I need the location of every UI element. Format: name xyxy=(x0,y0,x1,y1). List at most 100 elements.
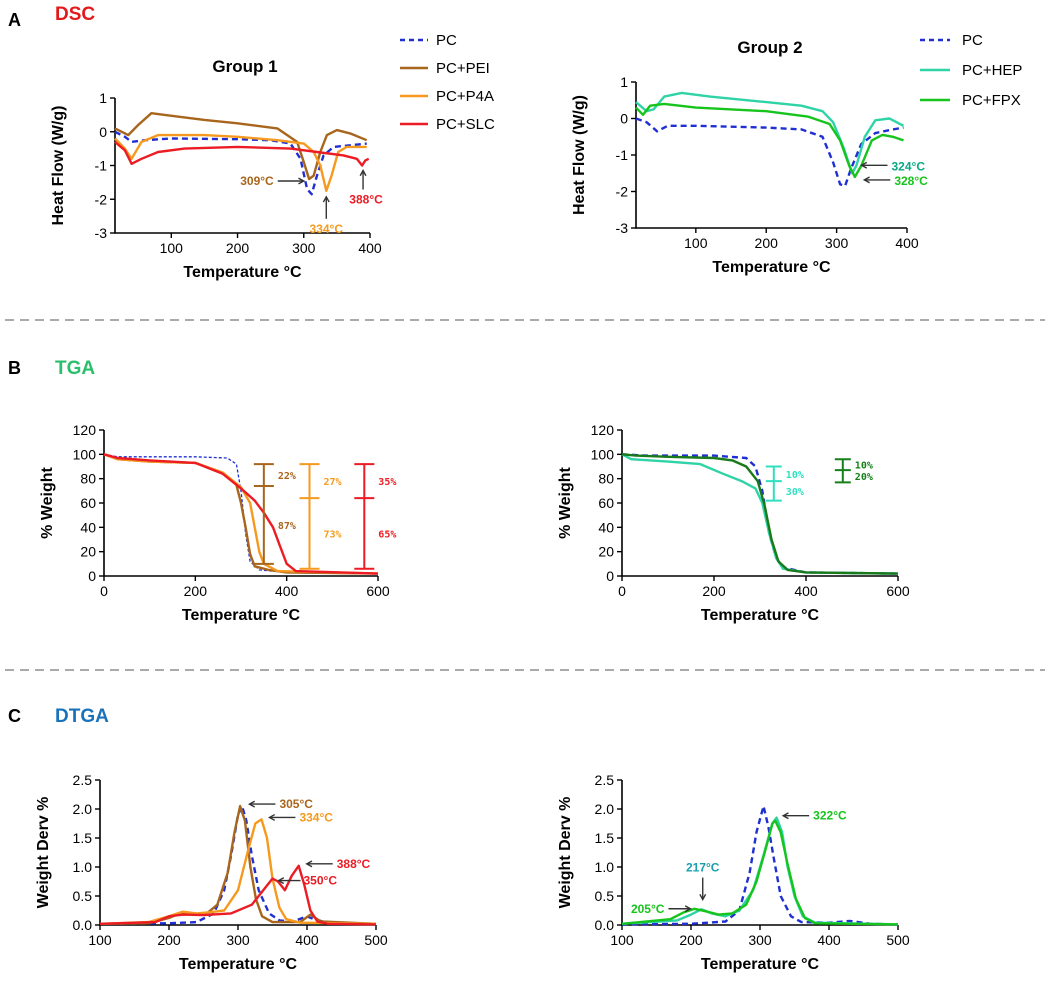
tga2-ytick-label: 80 xyxy=(598,471,614,487)
dsc1-annotation-arrowhead xyxy=(359,169,367,177)
dsc1-ytick-label: 0 xyxy=(99,124,107,140)
dtga1-ytick-label: 2.5 xyxy=(73,772,93,788)
chart-dsc2: 100 200 300 400 1 0 -1 -2 -3 Temperature °C Heat F… xyxy=(571,74,928,276)
dtga2-series-pc-fpx xyxy=(621,819,899,926)
dtga2-annotation-label: 217°C xyxy=(686,861,720,875)
dtga2-annotation-arrowhead xyxy=(684,905,692,913)
tga2-ytick-label: 0 xyxy=(606,568,614,584)
dtga1-xlabel: Temperature °C xyxy=(179,956,298,973)
tga1-errorbar-lower-label: 65% xyxy=(378,529,396,540)
dtga2-ytick-label: 2.5 xyxy=(595,772,615,788)
dtga2-xtick-label: 500 xyxy=(886,932,910,948)
tga2-ytick-label: 120 xyxy=(591,422,615,438)
tga2-ytick-label: 60 xyxy=(598,495,614,511)
tga2-errorbar-upper-label: 10% xyxy=(786,470,804,481)
dtga2-xlabel: Temperature °C xyxy=(701,956,820,973)
tga1-xtick-label: 600 xyxy=(366,583,390,599)
tga1-ytick-label: 40 xyxy=(80,519,96,535)
dsc2-series-pc xyxy=(635,117,904,188)
dsc1-series-pc-p4a xyxy=(114,133,367,193)
panel-title-group2: Group 2 xyxy=(737,38,802,57)
dtga1-ytick-label: 1.5 xyxy=(73,830,93,846)
chart-dtga2: 100 200 300 400 500 2.5 2.0 1.5 1.0 0.5 0.0 Tempera… xyxy=(557,772,910,973)
legend-label-pei: PC+PEI xyxy=(436,60,490,77)
dsc1-annotation-label: 334°C xyxy=(310,222,344,236)
legend-label-hep: PC+HEP xyxy=(962,62,1022,79)
dtga1-annotation-arrowhead xyxy=(277,877,285,885)
dsc2-series-pc-hep xyxy=(635,91,905,175)
dtga1-annotation-label: 334°C xyxy=(299,810,333,824)
dsc1-annotation-arrowhead xyxy=(322,195,330,203)
tga1-ytick-label: 80 xyxy=(80,471,96,487)
section-title-dsc: DSC xyxy=(55,4,95,25)
tga2-ytick-label: 20 xyxy=(598,544,614,560)
dsc1-annotation-label: 388°C xyxy=(349,193,383,207)
dsc1-xlabel: Temperature °C xyxy=(183,264,302,281)
dtga2-ytick-label: 0.0 xyxy=(595,917,615,933)
dsc1-annotation-arrowhead xyxy=(298,177,306,185)
tga1-ytick-label: 20 xyxy=(80,544,96,560)
tga1-errorbar-upper-label: 27% xyxy=(324,477,342,488)
dsc1-xtick-label: 200 xyxy=(226,240,250,256)
legend-label-pc: PC xyxy=(436,32,457,49)
dtga2-xtick-label: 300 xyxy=(748,932,772,948)
dsc2-annotation-label: 324°C xyxy=(892,159,926,173)
dtga1-annotation-arrowhead xyxy=(305,860,313,868)
legend-label-pc-g2: PC xyxy=(962,32,983,49)
tga1-ytick-label: 100 xyxy=(73,446,97,462)
tga2-errorbar-upper-label: 10% xyxy=(855,461,873,472)
dtga1-annotation-label: 350°C xyxy=(304,874,338,888)
dsc1-series-pc xyxy=(114,130,367,196)
tga2-axes xyxy=(621,430,898,577)
tga2-xtick-label: 0 xyxy=(618,583,626,599)
tga1-series-pc xyxy=(103,453,379,575)
section-title-tga: TGA xyxy=(55,358,95,379)
dtga1-ytick-label: 0.0 xyxy=(73,917,93,933)
dsc1-xtick-label: 400 xyxy=(358,240,382,256)
tga2-errorbar-lower-label: 30% xyxy=(786,487,804,498)
dsc1-ytick-label: -3 xyxy=(95,225,108,241)
tga1-ytick-label: 60 xyxy=(80,495,96,511)
tga2-ytick-label: 100 xyxy=(591,446,615,462)
dsc2-xtick-label: 100 xyxy=(684,235,708,251)
tga1-errorbar-upper-label: 35% xyxy=(378,477,396,488)
tga1-xtick-label: 400 xyxy=(275,583,299,599)
chart-dtga1: 100 200 300 400 500 2.5 2.0 1.5 1.0 0.5 0.0 Tempera… xyxy=(35,772,388,973)
dtga2-ytick-label: 2.0 xyxy=(595,801,615,817)
dsc2-series-pc-fpx xyxy=(635,102,904,179)
dsc2-xtick-label: 400 xyxy=(895,235,919,251)
dtga1-ylabel: Weight Derv % xyxy=(35,797,52,909)
dtga1-annotation-label: 388°C xyxy=(337,857,371,871)
dtga2-ytick-label: 1.0 xyxy=(595,859,615,875)
tga2-xlabel: Temperature °C xyxy=(701,607,820,624)
legend-group2: PC PC+HEP PC+FPX xyxy=(920,32,1022,109)
dsc2-ytick-label: -1 xyxy=(616,147,629,163)
dtga2-annotation-label: 322°C xyxy=(813,809,847,823)
dtga2-ytick-label: 1.5 xyxy=(595,830,615,846)
tga2-xtick-label: 200 xyxy=(702,583,726,599)
dsc1-series-pc-slc xyxy=(114,140,370,167)
dtga2-annotation-arrowhead xyxy=(699,893,707,902)
tga1-ytick-label: 120 xyxy=(73,422,97,438)
dsc2-xtick-label: 300 xyxy=(825,235,849,251)
tga2-series-pc-fpx xyxy=(621,453,899,575)
dtga1-xtick-label: 500 xyxy=(364,932,388,948)
dtga1-ytick-label: 1.0 xyxy=(73,859,93,875)
legend-label-p4a: PC+P4A xyxy=(436,88,494,105)
dsc2-annotation-label: 328°C xyxy=(894,174,928,188)
section-letter-b: B xyxy=(8,358,21,378)
dtga1-series-pc-pei xyxy=(99,804,377,925)
tga1-xtick-label: 0 xyxy=(100,583,108,599)
dtga2-annotation-arrowhead xyxy=(781,812,789,820)
dtga1-series-pc-slc xyxy=(99,864,377,926)
dtga1-axes xyxy=(99,780,376,926)
dtga1-annotation-arrowhead xyxy=(267,813,276,821)
dtga1-xtick-label: 400 xyxy=(295,932,319,948)
tga1-xtick-label: 200 xyxy=(184,583,208,599)
dtga1-ytick-label: 0.5 xyxy=(73,888,93,904)
chart-dsc1: 100 200 300 400 1 0 -1 -2 -3 Temperature °C Heat F… xyxy=(50,90,383,281)
tga2-ylabel: % Weight xyxy=(557,466,574,538)
